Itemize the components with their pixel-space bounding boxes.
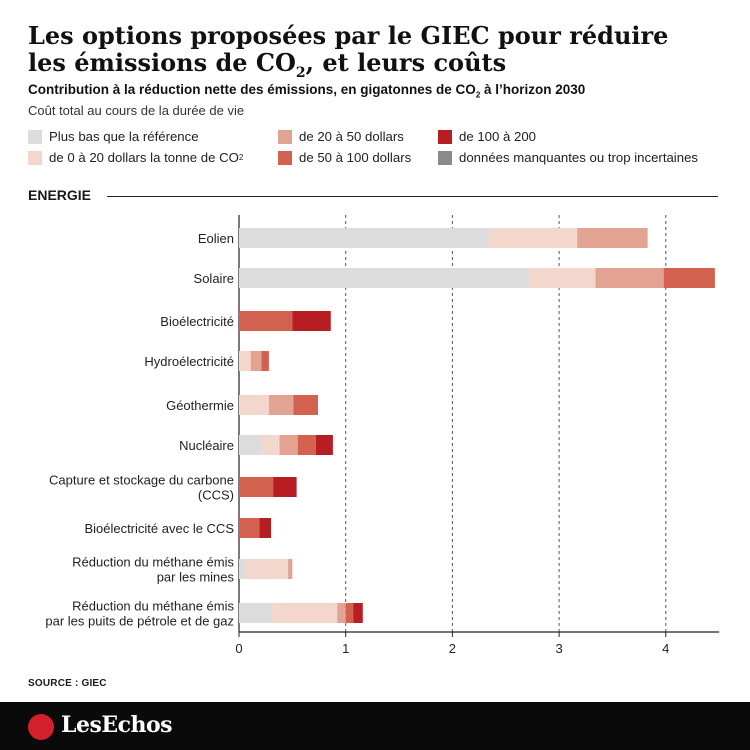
legend-item-50-100: de 50 à 100 dollars	[278, 150, 411, 165]
bar-segment	[261, 351, 269, 371]
section-divider	[107, 196, 718, 197]
legend-item-missing: données manquantes ou trop incertaines	[438, 150, 698, 165]
bar-segment	[595, 268, 664, 288]
legend-swatch	[438, 129, 452, 144]
bar-segment	[239, 435, 262, 455]
legend-item-20-50: de 20 à 50 dollars	[278, 129, 404, 144]
source-note: SOURCE : GIEC	[28, 678, 107, 689]
bar-segment	[489, 228, 578, 248]
title-line-1: Les options proposées par le GIEC pour r…	[28, 21, 669, 50]
category-label: Géothermie	[166, 398, 234, 413]
category-label: Eolien	[198, 231, 234, 246]
footer-bar: LesEchos	[0, 702, 750, 750]
category-label: par les puits de pétrole et de gaz	[45, 614, 234, 629]
bar-segment	[577, 228, 648, 248]
category-label: Solaire	[194, 271, 234, 286]
bar-segment	[239, 559, 246, 579]
section-heading: ENERGIE	[28, 187, 92, 203]
category-label: Bioélectricité	[160, 314, 234, 329]
legend-swatch	[28, 129, 42, 144]
bar-segment	[272, 603, 338, 623]
x-tick-label: 2	[449, 641, 456, 656]
legend-swatch	[278, 150, 292, 165]
bar-segment	[292, 311, 331, 331]
bar-segment	[245, 559, 289, 579]
legend-swatch	[28, 150, 42, 165]
bar-segment	[261, 435, 280, 455]
x-tick-label: 1	[342, 641, 349, 656]
brand-logo-text: LesEchos	[61, 712, 173, 738]
category-label: Réduction du méthane émis	[72, 599, 234, 614]
category-label: Hydroélectricité	[144, 354, 234, 369]
category-label: Bioélectricité avec le CCS	[84, 521, 234, 536]
bar-segment	[663, 268, 715, 288]
legend-swatch	[438, 150, 452, 165]
chart-title: Les options proposées par le GIEC pour r…	[28, 22, 728, 87]
bar-segment	[293, 395, 318, 415]
bar-segment	[239, 311, 293, 331]
legend-item-0-20: de 0 à 20 dollars la tonne de CO 2	[28, 150, 243, 165]
legend-title: Coût total au cours de la durée de vie	[28, 103, 245, 118]
bar-segment	[239, 518, 260, 538]
bar-segment	[239, 268, 530, 288]
legend-swatch	[278, 129, 292, 144]
bar-segment	[239, 603, 273, 623]
chart-subtitle: Contribution à la réduction nette des ém…	[28, 82, 586, 100]
bar-segment	[239, 395, 269, 415]
legend-item-100-200: de 100 à 200	[438, 129, 536, 144]
bar-segment	[259, 518, 272, 538]
bar-segment	[279, 435, 298, 455]
x-tick-label: 0	[235, 641, 242, 656]
category-label: Nucléaire	[179, 438, 234, 453]
category-label: Réduction du méthane émis	[72, 555, 234, 570]
bar-chart: 0 1 2 3 4 Eolien Solaire Bioélectricité Hydroéle…	[45, 215, 720, 656]
bar-segment	[353, 603, 363, 623]
category-label: par les mines	[157, 570, 235, 585]
legend-item-lower: Plus bas que la référence	[28, 129, 199, 144]
bar-segment	[345, 603, 354, 623]
bar-segment	[250, 351, 262, 371]
bar-segment	[239, 351, 251, 371]
bar-segment	[297, 435, 316, 455]
bar-segment	[239, 228, 490, 248]
bar-segment	[273, 477, 297, 497]
bar-segment	[337, 603, 346, 623]
category-label: Capture et stockage du carbone	[49, 473, 234, 488]
category-label: (CCS)	[198, 488, 234, 503]
bar-segment	[288, 559, 293, 579]
bar-segment	[239, 477, 274, 497]
title-line-2: les émissions de CO2, et leurs coûts	[28, 48, 507, 81]
bar-segment	[529, 268, 596, 288]
bar-segment	[268, 395, 294, 415]
x-tick-label: 3	[555, 641, 562, 656]
x-tick-label: 4	[662, 641, 669, 656]
brand-logo-icon	[28, 714, 54, 740]
bar-segment	[315, 435, 333, 455]
